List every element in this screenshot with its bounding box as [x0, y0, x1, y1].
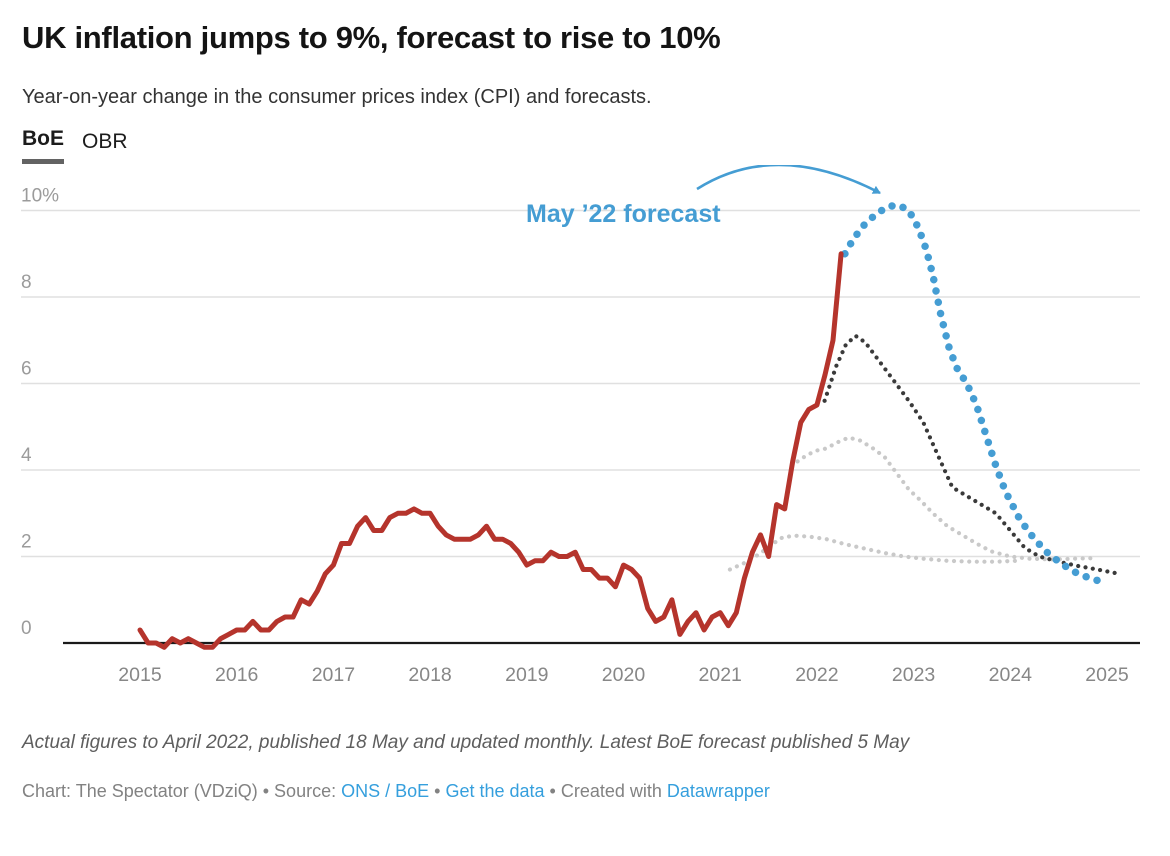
chart-layers: 0 2 4 6 8 10% 2015 2016 2017 2018 2019 2020 2021 2022…	[21, 186, 1140, 686]
byline-created-with: • Created with	[544, 781, 667, 801]
x-tick-label: 2025	[1085, 664, 1129, 686]
x-tick-label: 2015	[118, 664, 162, 686]
datawrapper-link[interactable]: Datawrapper	[666, 781, 770, 801]
x-tick-label: 2023	[892, 664, 935, 686]
byline-separator: •	[429, 781, 446, 801]
y-tick-label: 10%	[21, 186, 59, 207]
x-tick-label: 2024	[989, 664, 1033, 686]
annotation-label: May ’22 forecast	[526, 200, 721, 228]
chart-canvas: 0 2 4 6 8 10% 2015 2016 2017 2018 2019 2020 2021 2022…	[21, 165, 1140, 686]
x-tick-label: 2016	[215, 664, 258, 686]
source-link[interactable]: ONS / BoE	[341, 781, 430, 801]
series-cpi-actual	[137, 251, 844, 650]
dataset-tabs: BoE OBR	[22, 127, 128, 165]
series-boe-earlier-forecast-dark	[822, 333, 1117, 576]
series-boe-earlier-forecast-light-a	[795, 435, 1095, 562]
get-data-link[interactable]: Get the data	[445, 781, 545, 801]
y-tick-label: 4	[21, 445, 32, 466]
series-boe-may-22-forecast	[841, 201, 1111, 588]
y-tick-label: 2	[21, 532, 32, 553]
tab-boe[interactable]: BoE	[22, 127, 64, 165]
y-tick-label: 6	[21, 359, 32, 380]
x-tick-label: 2018	[408, 664, 451, 686]
y-tick-label: 0	[21, 618, 32, 639]
x-tick-label: 2021	[699, 664, 742, 686]
annotation-arrow	[696, 165, 881, 195]
y-tick-label: 8	[21, 272, 32, 293]
x-tick-label: 2017	[312, 664, 355, 686]
footnote: Actual figures to April 2022, published …	[22, 732, 910, 753]
chart-title: UK inflation jumps to 9%, forecast to ri…	[22, 20, 721, 55]
byline-text: Chart: The Spectator (VDziQ) • Source:	[22, 781, 342, 801]
byline: Chart: The Spectator (VDziQ) • Source: O…	[22, 781, 770, 802]
x-tick-label: 2019	[505, 664, 548, 686]
tab-obr[interactable]: OBR	[82, 127, 128, 164]
x-tick-label: 2022	[795, 664, 838, 686]
x-tick-label: 2020	[602, 664, 646, 686]
chart-subtitle: Year-on-year change in the consumer pric…	[22, 86, 652, 108]
